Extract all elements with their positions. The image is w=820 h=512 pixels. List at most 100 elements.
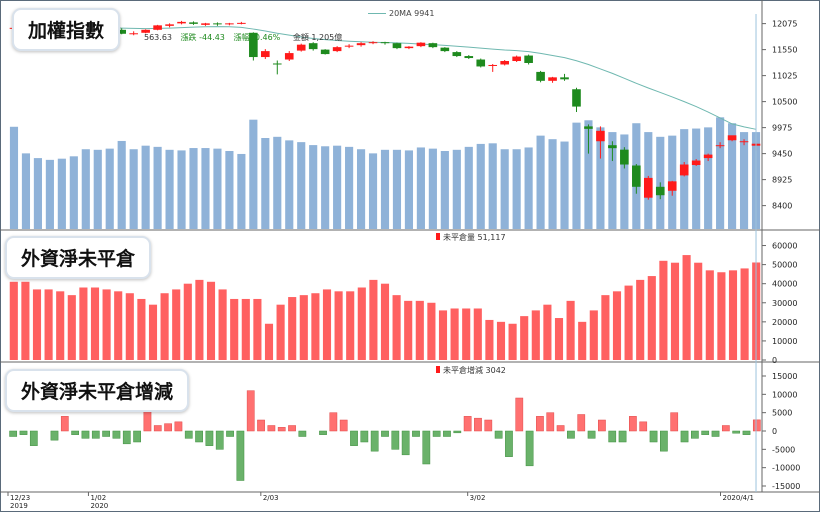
chg-axis-tick-label: 0: [772, 427, 777, 436]
candle: [320, 49, 330, 55]
price-axis-tick-label: 11025: [772, 72, 797, 81]
candle: [452, 51, 462, 58]
candle-body: [727, 135, 737, 141]
candle-body: [308, 43, 318, 50]
candle-body: [284, 53, 294, 60]
volume-bar: [153, 146, 162, 229]
chg-bar: [546, 412, 555, 432]
candle-body: [524, 55, 533, 63]
oi-bar: [624, 285, 633, 360]
chg-bar: [174, 421, 183, 432]
chg-bar: [267, 425, 276, 432]
volume-bar: [225, 151, 234, 229]
candle: [500, 60, 509, 66]
oi-bar: [9, 281, 18, 360]
oi-bar: [369, 279, 378, 360]
candle: [596, 126, 605, 159]
chg-bar: [71, 430, 80, 435]
oi-bar: [206, 281, 216, 360]
candle: [608, 141, 617, 162]
oi-bar: [450, 308, 459, 360]
volume-bar: [488, 143, 497, 229]
chg-bar: [525, 430, 534, 467]
volume-bar: [356, 149, 366, 229]
chg-axis-tick-label: 10000: [772, 390, 797, 399]
chg-bar: [587, 430, 596, 439]
price-axis-tick-label: 10500: [772, 98, 797, 107]
volume-bar: [476, 143, 485, 229]
oi-legend-icon: [436, 233, 440, 240]
candle-body: [356, 43, 366, 46]
volume-bar: [177, 150, 186, 229]
chg-bar: [360, 430, 369, 443]
main-panel-label: 加權指數: [12, 8, 121, 51]
candle-body: [632, 165, 641, 187]
candle-body: [464, 56, 474, 59]
volume-bar: [57, 158, 66, 229]
chg-legend-icon: [436, 366, 440, 373]
volume-bar: [716, 117, 725, 229]
oi-axis-tick-label: 50000: [772, 261, 797, 270]
chg-bar: [19, 430, 28, 435]
candle-body: [225, 23, 234, 25]
oi-bar: [288, 297, 297, 360]
chg-bar: [9, 430, 18, 437]
candle-body: [189, 22, 198, 24]
volume-bar: [285, 140, 294, 229]
candle-body: [608, 145, 617, 149]
chg-bar: [629, 416, 637, 432]
candle: [141, 29, 150, 34]
candle-body: [488, 64, 498, 66]
candle-body: [548, 77, 557, 81]
chg-bar: [319, 430, 327, 435]
price-axis-tick-label: 8400: [772, 202, 792, 211]
chg-bar: [618, 430, 627, 443]
candle-body: [739, 141, 749, 143]
candle-body: [667, 181, 677, 191]
oi-bar: [694, 262, 703, 360]
oi-bar: [485, 319, 494, 360]
chg-bar: [205, 430, 214, 446]
oi-bar: [90, 287, 100, 360]
oi-bar: [276, 304, 285, 360]
oi-bar: [682, 255, 691, 360]
candle: [643, 175, 653, 200]
oi-bar: [438, 310, 448, 360]
volume-bar: [739, 132, 749, 229]
volume-bar: [380, 149, 390, 229]
volume-bar: [21, 153, 31, 229]
candle-body: [572, 89, 581, 107]
oi-bar: [543, 304, 552, 360]
volume-bar: [572, 122, 581, 229]
volume-bar: [416, 147, 425, 229]
oi-axis-tick-label: 30000: [772, 299, 797, 308]
volume-bar: [524, 147, 533, 229]
oi-bar: [218, 289, 227, 360]
volume-bar: [93, 149, 102, 229]
volume-bar: [45, 159, 54, 229]
oi-bar: [241, 298, 250, 360]
chg-bar: [484, 419, 493, 432]
oi-bar: [728, 270, 738, 360]
volume-bar: [165, 149, 174, 229]
candle: [655, 182, 665, 200]
candle-body: [380, 42, 390, 44]
chg-bar: [453, 430, 462, 434]
candle: [488, 63, 498, 72]
oi-axis-tick-label: 10000: [772, 337, 797, 346]
chg-bar: [91, 430, 100, 439]
candle-body: [584, 126, 593, 129]
candle: [524, 54, 533, 65]
chg-bar: [690, 430, 699, 439]
candle: [225, 22, 234, 26]
candle: [284, 51, 294, 62]
chg-bar: [153, 425, 162, 432]
volume-bar: [500, 149, 509, 229]
candle-body: [117, 29, 127, 34]
candle-body: [177, 21, 186, 24]
candle-body: [141, 29, 150, 33]
candle: [560, 73, 569, 81]
chg-bar: [370, 430, 379, 452]
candle: [261, 49, 270, 60]
candle-body: [428, 43, 438, 48]
